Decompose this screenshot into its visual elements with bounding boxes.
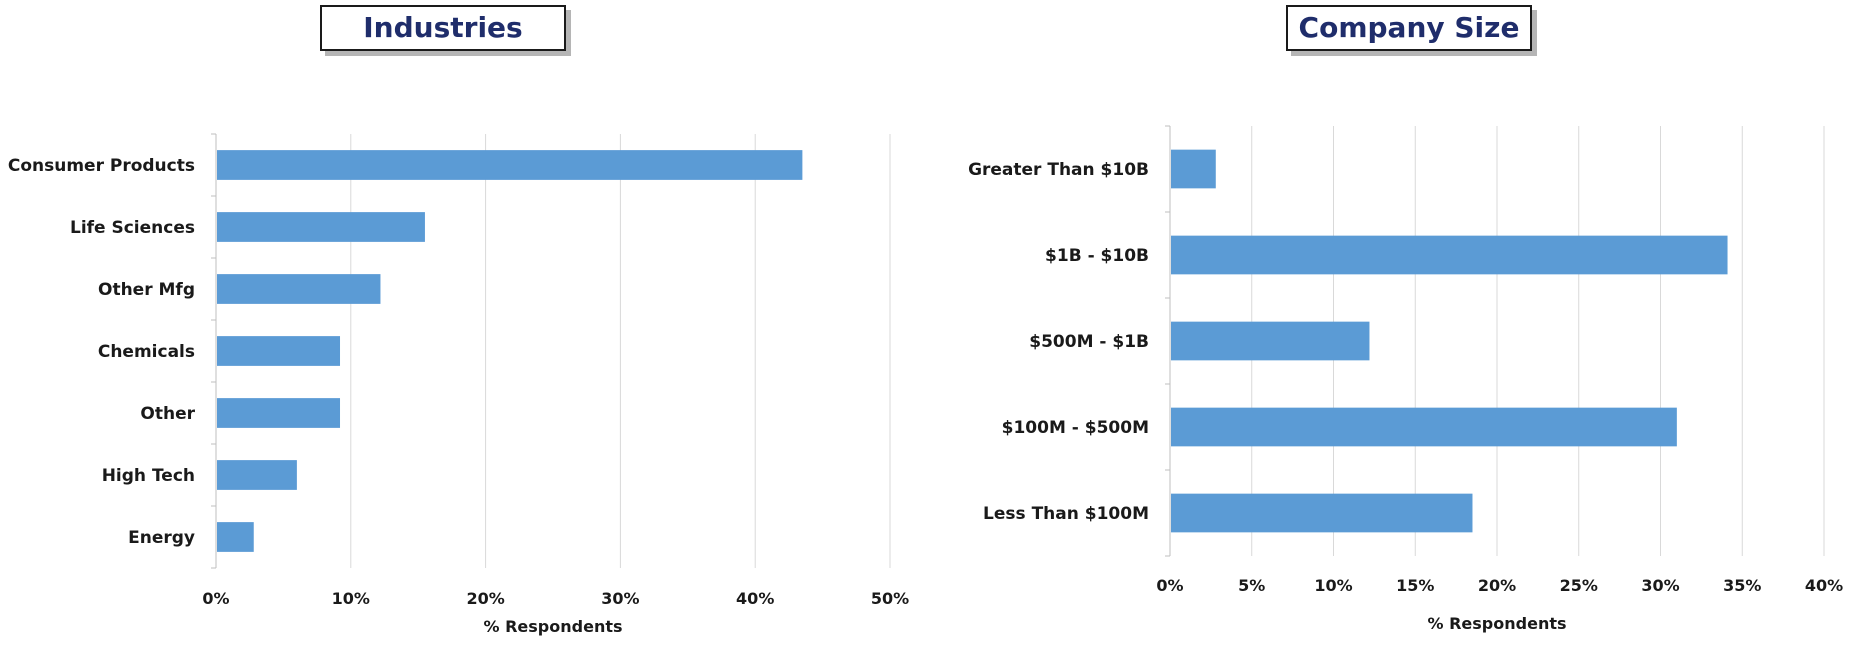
category-label: Energy — [128, 528, 195, 548]
bar — [217, 212, 425, 242]
category-label: Life Sciences — [70, 218, 195, 238]
bar — [1171, 149, 1216, 189]
x-tick-label: 40% — [1805, 576, 1843, 595]
category-label: High Tech — [102, 466, 195, 486]
bar — [1171, 407, 1677, 447]
x-tick-label: 20% — [466, 589, 504, 608]
bar — [217, 150, 803, 180]
x-tick-label: 10% — [332, 589, 370, 608]
bar — [217, 274, 381, 304]
bar — [1171, 493, 1473, 533]
x-tick-label: 50% — [871, 589, 909, 608]
x-tick-label: 20% — [1478, 576, 1516, 595]
x-tick-label: 0% — [1156, 576, 1183, 595]
bar — [217, 522, 254, 552]
x-tick-label: 30% — [601, 589, 639, 608]
x-tick-label: 0% — [202, 589, 229, 608]
category-label: $500M - $1B — [1029, 332, 1149, 352]
x-axis-title: % Respondents — [1428, 614, 1567, 633]
x-tick-label: 40% — [736, 589, 774, 608]
company-size-chart-title: Company Size — [1286, 5, 1532, 51]
bar — [217, 398, 341, 428]
category-label: Less Than $100M — [983, 504, 1149, 524]
category-label: Other Mfg — [98, 280, 195, 300]
x-axis-title: % Respondents — [484, 617, 623, 636]
x-tick-label: 15% — [1396, 576, 1434, 595]
category-label: Chemicals — [98, 342, 195, 362]
x-tick-label: 5% — [1238, 576, 1265, 595]
category-label: Other — [140, 404, 195, 424]
x-tick-label: 35% — [1723, 576, 1761, 595]
category-label: $1B - $10B — [1045, 246, 1149, 266]
bar — [1171, 235, 1728, 275]
industries-bar-chart: 0% 10% 20% 30% 40% 50% Consumer Products Life S… — [8, 133, 909, 636]
industries-chart-title: Industries — [320, 5, 566, 51]
x-tick-label: 30% — [1641, 576, 1679, 595]
category-label: Greater Than $10B — [968, 160, 1149, 180]
bar — [1171, 321, 1370, 361]
bar — [217, 336, 341, 366]
x-tick-label: 25% — [1560, 576, 1598, 595]
x-tick-label: 10% — [1314, 576, 1352, 595]
bar — [217, 460, 297, 490]
category-label: Consumer Products — [8, 156, 195, 176]
category-label: $100M - $500M — [1002, 418, 1149, 438]
